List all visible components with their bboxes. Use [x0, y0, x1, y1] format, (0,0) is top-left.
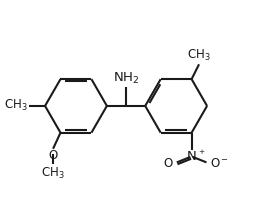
Text: O: O	[48, 149, 58, 162]
Text: NH$_2$: NH$_2$	[113, 71, 139, 86]
Text: CH$_3$: CH$_3$	[41, 166, 65, 181]
Text: $^+$: $^+$	[197, 149, 206, 159]
Text: CH$_3$: CH$_3$	[4, 98, 28, 113]
Text: CH$_3$: CH$_3$	[187, 48, 211, 63]
Text: N: N	[187, 150, 197, 163]
Text: O: O	[164, 157, 173, 170]
Text: O$^-$: O$^-$	[210, 157, 229, 170]
